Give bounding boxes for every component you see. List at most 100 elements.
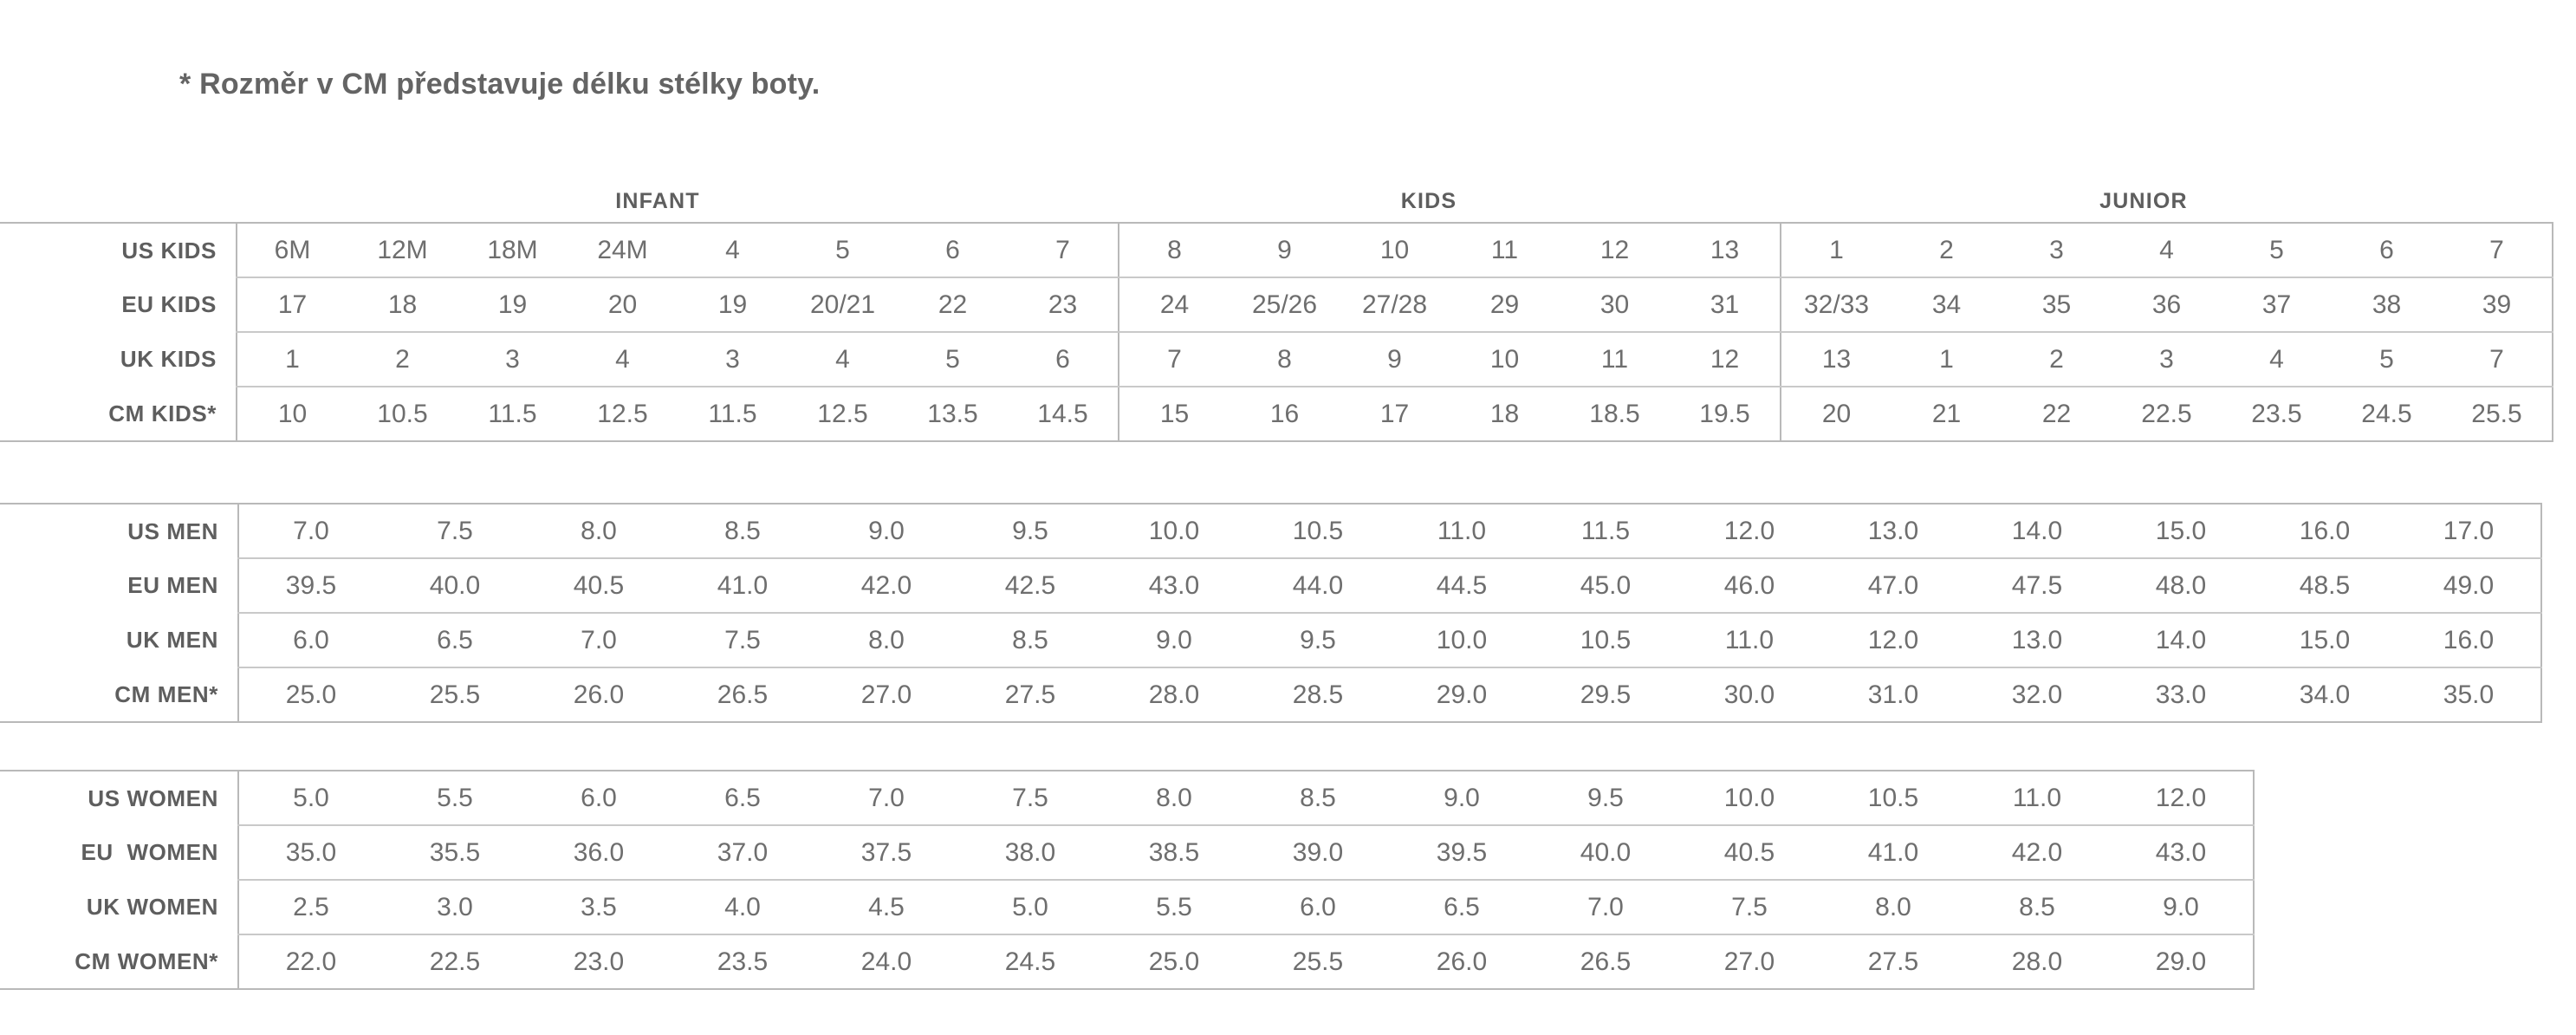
size-cell: 4	[2112, 222, 2222, 278]
table-row: UK WOMEN 2.5 3.0 3.5 4.0 4.5 5.0 5.5 6.0 6.5 7.0 7.…	[0, 879, 2255, 935]
size-cell: 20	[1780, 386, 1891, 442]
size-cell: 6	[1008, 331, 1119, 387]
size-cell: 44.5	[1390, 557, 1534, 614]
size-cell: 26.5	[671, 667, 814, 723]
size-cell: 12	[1670, 331, 1781, 387]
size-cell: 7	[1008, 222, 1119, 278]
size-cell: 17	[236, 277, 347, 333]
size-cell: 16.0	[2253, 503, 2397, 559]
size-cell: 27.0	[814, 667, 958, 723]
size-cell: 7.0	[237, 503, 383, 559]
size-cell: 18	[1450, 386, 1560, 442]
size-cell: 11.5	[678, 386, 788, 442]
size-cell: 39	[2442, 277, 2553, 333]
row-label: UK WOMEN	[86, 894, 218, 920]
size-cell: 11	[1450, 222, 1560, 278]
size-cell: 22.5	[2112, 386, 2222, 442]
size-cell: 3.5	[527, 879, 671, 935]
size-cell: 8.5	[958, 612, 1102, 668]
table-row: US MEN 7.0 7.5 8.0 8.5 9.0 9.5 10.0 10.5 11.0 11.5…	[0, 503, 2542, 559]
size-cell: 22.5	[383, 934, 527, 990]
row-label: UK MEN	[126, 627, 218, 653]
row-label: CM WOMEN*	[0, 934, 238, 990]
size-cell: 14.0	[2109, 612, 2253, 668]
size-cell: 33.0	[2109, 667, 2253, 723]
size-cell: 45.0	[1534, 557, 1677, 614]
size-cell: 41.0	[671, 557, 814, 614]
size-cell: 4	[678, 222, 788, 278]
size-cell: 7	[2442, 222, 2553, 278]
size-cell: 29.5	[1534, 667, 1677, 723]
size-cell: 6.5	[383, 612, 527, 668]
size-cell: 17	[1340, 386, 1450, 442]
size-cell: 8	[1230, 331, 1340, 387]
size-cell: 25.5	[383, 667, 527, 723]
size-cell: 14.0	[1965, 503, 2109, 559]
group-header-junior: JUNIOR	[2099, 189, 2188, 213]
size-cell: 10	[236, 386, 347, 442]
size-cell: 35.0	[2397, 667, 2542, 723]
size-cell: 9.0	[1390, 770, 1534, 826]
women-size-table-wrapper: US WOMEN 5.0 5.5 6.0 6.5 7.0 7.5 8.0 8.5 9.0 9.5 10…	[0, 770, 2255, 990]
size-cell: 40.0	[1534, 824, 1677, 881]
size-cell: 29.0	[2109, 934, 2255, 990]
men-size-table-wrapper: US MEN 7.0 7.5 8.0 8.5 9.0 9.5 10.0 10.5 11.0 11.5…	[0, 503, 2542, 723]
size-cell: 11.0	[1965, 770, 2109, 826]
size-cell: 20/21	[788, 277, 898, 333]
size-cell: 12.0	[1677, 503, 1821, 559]
size-cell: 10	[1340, 222, 1450, 278]
size-cell: 8.5	[1246, 770, 1390, 826]
size-cell: 11.0	[1677, 612, 1821, 668]
size-cell: 5	[898, 331, 1008, 387]
size-cell: 15.0	[2109, 503, 2253, 559]
size-cell: 28.0	[1102, 667, 1246, 723]
size-cell: 13	[1780, 331, 1891, 387]
size-cell: 3	[457, 331, 568, 387]
size-cell: 39.5	[1390, 824, 1534, 881]
size-cell: 30.0	[1677, 667, 1821, 723]
men-size-table: US MEN 7.0 7.5 8.0 8.5 9.0 9.5 10.0 10.5 11.0 11.5…	[0, 503, 2542, 723]
size-cell: 12	[1560, 222, 1670, 278]
table-row: EU MEN 39.5 40.0 40.5 41.0 42.0 42.5 43.0 44.0 44…	[0, 557, 2542, 614]
size-cell: 6.5	[671, 770, 814, 826]
table-row: UK KIDS 1 2 3 4 3 4 5 6 7 8 9 10 11 12 13 1 2 3 4 5 7	[0, 331, 2553, 387]
size-cell: 35.5	[383, 824, 527, 881]
size-cell: 34	[1891, 277, 2002, 333]
size-cell: 9	[1340, 331, 1450, 387]
size-cell: 23.5	[671, 934, 814, 990]
size-cell: 42.0	[814, 557, 958, 614]
size-cell: 30	[1560, 277, 1670, 333]
size-cell: 9.0	[1102, 612, 1246, 668]
size-cell: 7	[1118, 331, 1230, 387]
row-label: UK KIDS	[120, 346, 217, 372]
row-label: EU KIDS	[121, 291, 217, 317]
size-cell: 16.0	[2397, 612, 2542, 668]
size-cell: 40.0	[383, 557, 527, 614]
size-cell: 6	[898, 222, 1008, 278]
table-row: US KIDS 6M 12M 18M 24M 4 5 6 7 8 9 10 11 12 13 1 2 3 4 5 6 7	[0, 222, 2553, 278]
size-cell: 10.5	[347, 386, 457, 442]
size-cell: 6.0	[1246, 879, 1390, 935]
size-cell: 10.5	[1246, 503, 1390, 559]
size-cell: 2.5	[237, 879, 383, 935]
size-cell: 3	[678, 331, 788, 387]
size-cell: 16	[1230, 386, 1340, 442]
size-cell: 25.0	[1102, 934, 1246, 990]
size-cell: 7.5	[958, 770, 1102, 826]
size-cell: 8.0	[1102, 770, 1246, 826]
row-label: US MEN	[0, 503, 238, 558]
size-cell: 25.5	[2442, 386, 2553, 442]
size-cell: 12.5	[568, 386, 678, 442]
row-label: US WOMEN	[0, 770, 238, 825]
size-cell: 6.5	[1390, 879, 1534, 935]
size-cell: 48.5	[2253, 557, 2397, 614]
size-cell: 7.0	[527, 612, 671, 668]
kids-size-table: US KIDS 6M 12M 18M 24M 4 5 6 7 8 9 10 11 12 13 1 2 3 4 5 6 7 E…	[0, 222, 2553, 442]
size-cell: 23.0	[527, 934, 671, 990]
size-cell: 26.5	[1534, 934, 1677, 990]
size-cell: 2	[1891, 222, 2002, 278]
size-cell: 7	[2442, 331, 2553, 387]
size-cell: 10.0	[1677, 770, 1821, 826]
size-cell: 17.0	[2397, 503, 2542, 559]
size-cell: 7.5	[1677, 879, 1821, 935]
